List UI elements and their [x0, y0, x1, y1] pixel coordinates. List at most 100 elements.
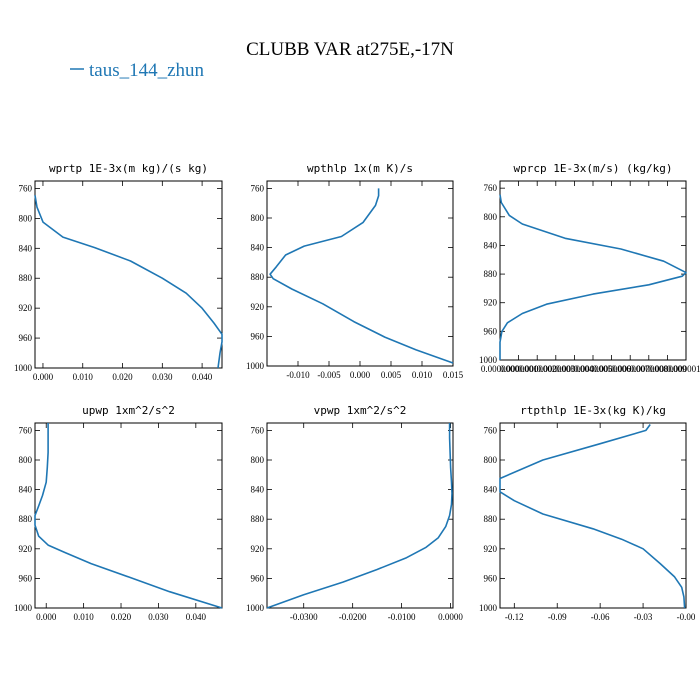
subplot-5: vpwp 1xm^2/s^2 760 800 840 880 920 960 1000 -0.0…: [246, 404, 463, 622]
series-line: [34, 195, 223, 369]
series-line: [266, 423, 453, 609]
x-tick-label: 0.040: [186, 612, 207, 622]
x-tick-label: 0.010: [73, 612, 94, 622]
y-tick-label: 920: [19, 303, 33, 313]
x-tick-label: -0.00: [677, 612, 696, 622]
x-tick-label: 0.0000004: [555, 364, 594, 374]
y-tick-label: 960: [484, 326, 498, 336]
series-line: [499, 194, 687, 360]
x-tick-label: 0.000: [33, 372, 54, 382]
subplot-2: wpthlp 1x(m K)/s 760 800 840 880 920 960 1000 -0…: [246, 162, 464, 380]
y-tick-label: 800: [251, 455, 265, 465]
x-tick-label: 0.0000001: [499, 364, 537, 374]
y-tick-label: 880: [484, 514, 498, 524]
y-tick-label: 1000: [479, 355, 498, 365]
y-tick-label: 1000: [246, 603, 265, 613]
x-tick-label: 0.0000008: [630, 364, 669, 374]
y-tick-label: 1000: [14, 363, 33, 373]
x-tick-label: -0.010: [286, 370, 310, 380]
y-tick-label: 760: [251, 425, 265, 435]
subplot-title: wpthlp 1x(m K)/s: [307, 162, 413, 175]
y-tick-label: 800: [19, 455, 33, 465]
legend-label: taus_144_zhun: [89, 60, 205, 81]
subplot-6: rtpthlp 1E-3x(kg K)/kg 760 800 840 880 920 960…: [479, 404, 696, 622]
x-tick-label: 0.010: [73, 372, 94, 382]
x-tick-label: 0.0000007: [611, 364, 650, 374]
subplot-grid: wprtp 1E-3x(m kg)/(s kg) 760 800 840 880 920 9…: [14, 162, 700, 622]
subplot-3: wprcp 1E-3x(m/s) (kg/kg) 760 800 840 880 920 9…: [479, 162, 700, 374]
y-tick-label: 960: [251, 573, 265, 583]
subplot-title: vpwp 1xm^2/s^2: [314, 404, 407, 417]
y-tick-label: 800: [19, 213, 33, 223]
subplot-title: upwp 1xm^2/s^2: [82, 404, 175, 417]
y-tick-label: 880: [251, 514, 265, 524]
plot-frame: [499, 180, 687, 361]
y-tick-label: 960: [19, 333, 33, 343]
y-tick-label: 920: [484, 544, 498, 554]
x-tick-label: 0.0000000: [481, 364, 520, 374]
x-tick-label: -0.06: [591, 612, 610, 622]
y-tick-label: 920: [19, 544, 33, 554]
x-tick-label: 0.005: [381, 370, 402, 380]
y-tick-label: 840: [484, 240, 498, 250]
y-tick-label: 1000: [479, 603, 498, 613]
y-tick-label: 760: [19, 425, 33, 435]
x-tick-label: -0.0100: [388, 612, 416, 622]
series-line: [269, 188, 454, 364]
x-tick-label: 0.030: [148, 612, 169, 622]
subplot-title: wprtp 1E-3x(m kg)/(s kg): [49, 162, 208, 175]
subplot-title: wprcp 1E-3x(m/s) (kg/kg): [514, 162, 673, 175]
y-tick-label: 800: [484, 212, 498, 222]
y-tick-label: 960: [251, 331, 265, 341]
y-tick-label: 760: [19, 183, 33, 193]
x-tick-label: 0.020: [111, 612, 132, 622]
y-tick-label: 960: [19, 573, 33, 583]
y-tick-label: 840: [484, 485, 498, 495]
y-tick-label: 760: [484, 425, 498, 435]
x-tick-label: -0.0200: [339, 612, 367, 622]
x-tick-label: 0.010: [412, 370, 433, 380]
subplot-4: upwp 1xm^2/s^2 760 800 840 880 920 960 10000.00…: [14, 404, 223, 622]
x-tick-label: 0.015: [443, 370, 464, 380]
y-tick-label: 760: [484, 183, 498, 193]
series-line: [499, 424, 686, 609]
y-tick-label: 840: [251, 243, 265, 253]
y-tick-label: 840: [19, 243, 33, 253]
x-tick-label: 0.0000006: [592, 364, 631, 374]
y-tick-label: 920: [251, 544, 265, 554]
y-tick-label: 880: [19, 514, 33, 524]
x-tick-label: 0.0000003: [537, 364, 576, 374]
plot-frame: [34, 180, 223, 369]
x-tick-label: -0.0300: [290, 612, 318, 622]
series-line: [34, 423, 223, 609]
x-tick-label: 0.0000009: [648, 364, 687, 374]
plot-frame: [266, 180, 454, 367]
y-tick-label: 840: [251, 485, 265, 495]
x-tick-label: 0.020: [112, 372, 133, 382]
y-tick-label: 760: [251, 183, 265, 193]
x-tick-label: -0.12: [505, 612, 524, 622]
x-tick-label: -0.005: [317, 370, 341, 380]
y-tick-label: 880: [484, 269, 498, 279]
x-tick-label: 0.000: [36, 612, 57, 622]
y-tick-label: 800: [484, 455, 498, 465]
x-tick-label: 0.040: [192, 372, 213, 382]
plot-frame: [34, 422, 223, 609]
y-tick-label: 880: [19, 273, 33, 283]
y-tick-label: 880: [251, 272, 265, 282]
figure-title: CLUBB VAR at275E,-17N: [246, 39, 454, 60]
subplot-title: rtpthlp 1E-3x(kg K)/kg: [520, 404, 666, 417]
y-tick-label: 1000: [14, 603, 33, 613]
y-tick-label: 840: [19, 485, 33, 495]
x-tick-label: 0.030: [152, 372, 173, 382]
y-tick-label: 920: [484, 298, 498, 308]
y-tick-label: 1000: [246, 361, 265, 371]
x-tick-label: 0.0000002: [518, 364, 556, 374]
x-tick-label: -0.03: [634, 612, 653, 622]
x-tick-label: 0.000: [350, 370, 371, 380]
y-tick-label: 800: [251, 213, 265, 223]
x-tick-label: -0.09: [548, 612, 567, 622]
y-tick-label: 960: [484, 573, 498, 583]
